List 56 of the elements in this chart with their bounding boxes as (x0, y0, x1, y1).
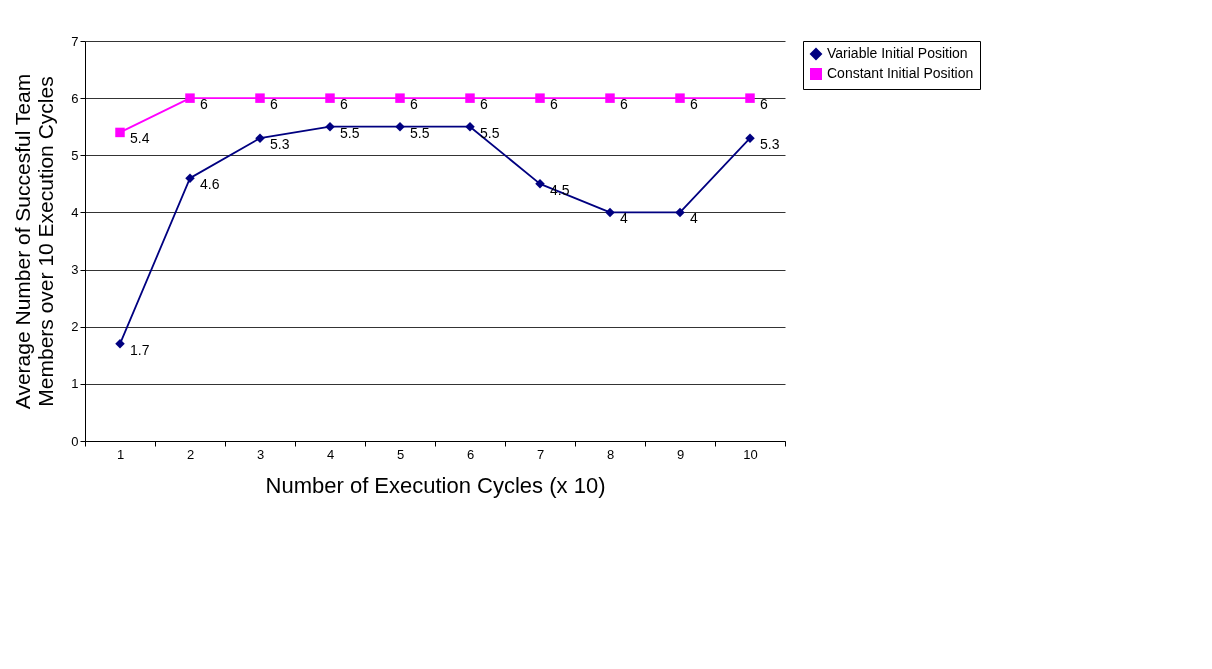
data-label: 5.3 (760, 136, 780, 153)
legend-label: Variable Initial Position (827, 45, 968, 61)
x-tick-label: 3 (256, 446, 265, 462)
data-label: 6 (760, 96, 768, 113)
x-axis-title: Number of Execution Cycles (x 10) (265, 472, 606, 498)
data-label: 6 (340, 96, 348, 113)
point (465, 121, 475, 132)
point (325, 121, 335, 132)
data-label: 4.6 (200, 176, 220, 193)
point (115, 127, 125, 138)
point (675, 93, 685, 103)
data-label: 6 (620, 96, 628, 113)
data-label: 6 (550, 96, 558, 113)
data-label: 6 (410, 96, 418, 113)
x-tick-label: 4 (326, 446, 335, 462)
y-tick-label: 3 (71, 262, 79, 278)
y-tick-label: 1 (71, 376, 79, 392)
point (395, 121, 405, 132)
point (185, 93, 195, 103)
x-tick-label: 7 (536, 446, 545, 462)
data-label: 5.3 (270, 136, 290, 153)
point (325, 93, 335, 103)
y-tick-label: 4 (71, 204, 79, 220)
data-label: 4 (690, 210, 698, 227)
data-label: 5.4 (130, 130, 150, 147)
x-tick-label: 8 (606, 446, 615, 462)
y-axis-title: Average Number of Succesful Team Members over 10 Execution Cycles (11, 73, 58, 410)
x-tick-label: 1 (116, 446, 125, 462)
data-label: 6 (480, 96, 488, 113)
data-label: 5.5 (410, 124, 430, 141)
data-label: 6 (690, 96, 698, 113)
data-label: 6 (200, 96, 208, 113)
x-tick-label: 6 (466, 446, 475, 462)
y-tick-label: 0 (71, 433, 79, 449)
y-tick-label: 6 (71, 90, 79, 106)
x-tick-label: 10 (743, 446, 758, 462)
legend-label: Constant Initial Position (827, 65, 974, 81)
x-tick-label: 5 (396, 446, 405, 462)
point (395, 93, 405, 103)
point (535, 93, 545, 103)
data-label: 5.5 (480, 124, 500, 141)
point (745, 93, 755, 103)
data-label: 4 (620, 210, 628, 227)
y-tick-label: 5 (71, 147, 79, 163)
data-label: 1.7 (130, 341, 150, 358)
point (675, 207, 685, 218)
x-tick-label: 9 (676, 446, 685, 462)
y-tick-label: 2 (71, 319, 79, 335)
point (605, 207, 615, 218)
point (465, 93, 475, 103)
data-label: 5.5 (340, 124, 360, 141)
point (605, 93, 615, 103)
data-label: 6 (270, 96, 278, 113)
y-tick-label: 7 (71, 33, 79, 49)
point (255, 93, 265, 103)
x-tick-label: 2 (186, 446, 195, 462)
